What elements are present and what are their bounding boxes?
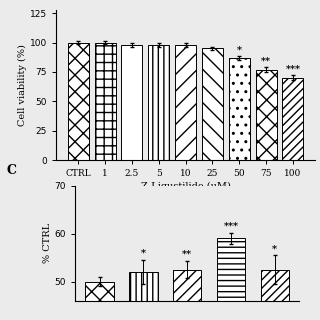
Bar (148, 45, 169, 160)
Bar (260, 269, 289, 320)
Text: ***: *** (223, 222, 238, 231)
Text: C: C (6, 164, 16, 177)
Y-axis label: Cell viability (%): Cell viability (%) (18, 44, 27, 126)
Bar (217, 238, 245, 320)
Bar (175, 45, 196, 160)
Bar (95, 43, 116, 160)
X-axis label: Z-Ligustilide (μM): Z-Ligustilide (μM) (141, 182, 230, 191)
Text: **: ** (261, 56, 271, 65)
Bar (68, 43, 89, 160)
Bar (129, 272, 158, 320)
Bar (202, 48, 223, 160)
Text: *: * (141, 249, 146, 258)
Bar (229, 58, 250, 160)
Bar (122, 45, 142, 160)
Text: *: * (272, 244, 277, 253)
Text: ***: *** (285, 65, 300, 74)
Bar (283, 78, 303, 160)
Text: *: * (237, 45, 242, 54)
Bar (173, 269, 201, 320)
Text: **: ** (182, 250, 192, 259)
Bar (85, 282, 114, 320)
Bar (256, 69, 276, 160)
Y-axis label: % CTRL: % CTRL (43, 223, 52, 263)
